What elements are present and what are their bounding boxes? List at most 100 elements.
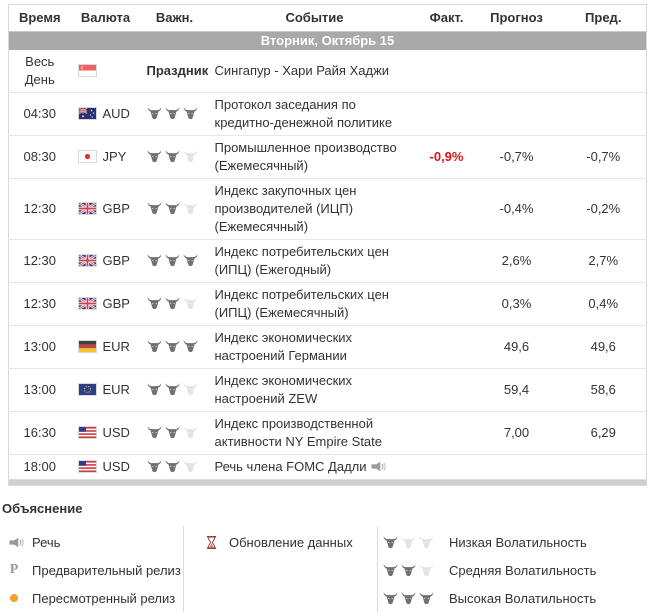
currency-code: JPY xyxy=(102,149,127,164)
time-cell: 04:30 xyxy=(8,92,71,136)
actual-cell xyxy=(420,411,473,455)
flag-us-icon xyxy=(77,460,97,473)
flag-eu-icon xyxy=(77,383,97,396)
event-cell: Речь члена FOMC Дадли xyxy=(208,454,421,480)
time-cell: 13:00 xyxy=(8,368,71,412)
flag-sg-icon xyxy=(77,64,97,77)
time-cell: 16:30 xyxy=(8,411,71,455)
legend-label: Средняя Волатильность xyxy=(449,562,597,578)
holiday-label: Праздник xyxy=(146,63,209,78)
event-cell: Индекс потребительских цен (ИПЦ) (Ежемес… xyxy=(208,282,421,326)
actual-cell xyxy=(420,325,473,369)
bull-icon xyxy=(183,254,197,267)
flag-gb-icon xyxy=(77,201,97,216)
event-row[interactable]: 13:00 EUR Индекс экономических настроений … xyxy=(8,325,647,369)
bull-icon xyxy=(183,150,197,163)
currency-code: GBP xyxy=(102,201,130,216)
bull-icon xyxy=(147,254,161,267)
legend-item-speech: Речь xyxy=(2,528,183,556)
importance-cell xyxy=(140,135,209,179)
actual-cell xyxy=(420,282,473,326)
event-cell: Индекс производственной активности NY Em… xyxy=(208,411,421,455)
bull-icon xyxy=(165,202,179,215)
legend-item-revised: Пересмотренный релиз xyxy=(2,584,183,612)
event-cell: Протокол заседания по кредитно-денежной … xyxy=(208,92,421,136)
legend-title: Объяснение xyxy=(2,501,83,516)
event-row[interactable]: 04:30 AUD Протокол заседания по кредитно-д… xyxy=(8,92,647,136)
event-cell: Промышленное производство (Ежемесячный) xyxy=(208,135,421,179)
currency-code: AUD xyxy=(102,106,130,121)
bull-icon xyxy=(383,563,398,576)
bull-icon xyxy=(165,460,179,473)
event-row[interactable]: 18:00 USD Речь члена FOMC Дадли xyxy=(8,454,647,480)
importance-cell xyxy=(140,282,209,326)
forecast-cell: -0,7% xyxy=(472,135,561,179)
importance-cell xyxy=(140,239,209,283)
bull-icon xyxy=(401,535,416,548)
currency-cell: EUR xyxy=(70,325,141,369)
importance-cell xyxy=(140,92,209,136)
volatility-bulls xyxy=(147,296,201,311)
flag-gb-icon xyxy=(77,296,97,311)
time-cell: 18:00 xyxy=(8,454,71,480)
currency-cell: JPY xyxy=(70,135,141,179)
event-row[interactable]: 12:30 GBP Индекс потребительских цен (ИПЦ)… xyxy=(8,239,647,283)
event-row[interactable]: Весь День Праздник Сингапур - Хари Райя Ха… xyxy=(9,50,647,93)
bull-icon xyxy=(401,563,416,576)
bull-icon xyxy=(183,383,197,396)
currency-cell: USD xyxy=(70,411,141,455)
volatility-bulls xyxy=(147,382,201,397)
actual-cell xyxy=(420,239,473,283)
flag-de-icon xyxy=(77,340,97,353)
forecast-cell xyxy=(473,50,561,93)
importance-cell xyxy=(140,325,209,369)
previous-cell: 6,29 xyxy=(560,411,647,455)
currency-code: USD xyxy=(102,459,130,474)
bull-icon xyxy=(419,563,434,576)
volatility-bulls xyxy=(147,106,201,121)
legend: Объяснение Речь P Предварительный релиз … xyxy=(2,501,654,612)
event-cell: Сингапур - Хари Райя Хаджи xyxy=(214,63,390,78)
speech-icon xyxy=(371,461,386,472)
event-row[interactable]: 08:30 JPY Промышленное производство (Ежеме… xyxy=(8,135,647,179)
time-cell: 12:30 xyxy=(8,178,71,240)
actual-cell xyxy=(420,178,473,240)
bull-icon xyxy=(165,297,179,310)
table-bottom-band xyxy=(8,479,647,486)
bull-icon xyxy=(419,591,434,604)
forecast-cell: 0,3% xyxy=(472,282,561,326)
hourglass-icon xyxy=(199,535,223,549)
actual-cell xyxy=(420,454,473,480)
flag-au-icon xyxy=(77,107,97,120)
event-row[interactable]: 12:30 GBP Индекс потребительских цен (ИПЦ)… xyxy=(8,282,647,326)
flag-us-icon xyxy=(77,426,97,439)
bull-icon xyxy=(183,297,197,310)
actual-cell: -0,9% xyxy=(420,135,473,179)
bull-icon xyxy=(419,535,434,548)
currency-cell: GBP xyxy=(70,178,141,240)
bull-icon xyxy=(383,535,398,548)
bull-icon xyxy=(147,383,161,396)
importance-cell xyxy=(140,368,209,412)
date-header: Вторник, Октябрь 15 xyxy=(8,31,647,50)
previous-cell: 49,6 xyxy=(560,325,647,369)
legend-label: Речь xyxy=(32,534,61,550)
bull-icon xyxy=(165,150,179,163)
legend-column-volatility: Низкая Волатильность Средняя Волатильнос… xyxy=(377,526,654,612)
forecast-cell xyxy=(472,454,561,480)
event-row[interactable]: 12:30 GBP Индекс закупочных цен производит… xyxy=(8,178,647,240)
bull-icon xyxy=(147,150,161,163)
event-cell: Индекс экономических настроений Германии xyxy=(208,325,421,369)
flag-jp-icon xyxy=(77,150,97,163)
bull-icon xyxy=(165,426,179,439)
event-row[interactable]: 13:00 EUR Индекс экономических настроений … xyxy=(8,368,647,412)
volatility-bulls xyxy=(147,149,201,164)
event-row[interactable]: 16:30 USD Индекс производственной активнос… xyxy=(8,411,647,455)
event-cell: Индекс экономических настроений ZEW xyxy=(208,368,421,412)
volatility-bulls-high xyxy=(383,591,439,605)
currency-cell: GBP xyxy=(70,282,141,326)
forecast-cell: 2,6% xyxy=(472,239,561,283)
actual-cell xyxy=(420,368,473,412)
volatility-bulls-medium xyxy=(383,563,439,577)
bull-icon xyxy=(183,460,197,473)
